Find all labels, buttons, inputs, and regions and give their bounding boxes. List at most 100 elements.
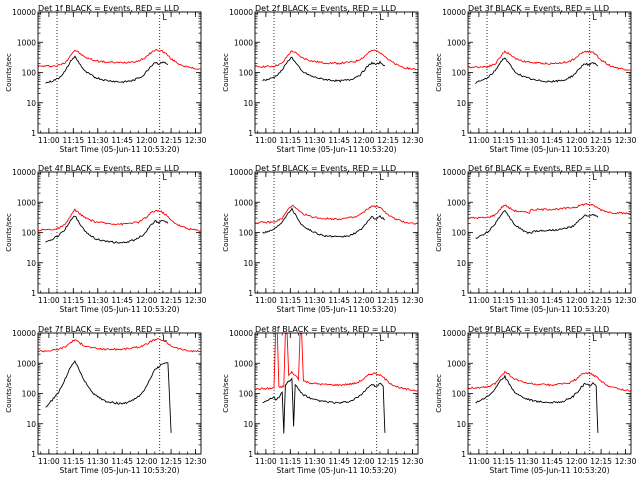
series-line-lld [468,370,631,392]
y-tick-label: 1000 [17,198,36,207]
y-tick-label: 100 [239,229,254,238]
y-tick-label: 1000 [234,38,253,47]
x-axis-label: Start Time (05-Jun-11 10:53:20) [490,466,610,475]
x-tick-label: 12:00 [353,296,375,305]
series-line-events [45,215,169,244]
panel-title: Det 7f BLACK = Events, RED = LLD [38,325,179,334]
x-tick-label: 11:45 [111,296,133,305]
series-line-lld [38,208,201,232]
y-tick-label: 100 [452,229,467,238]
y-tick-label: 10 [243,99,253,108]
x-tick-label: 11:15 [493,136,515,145]
y-tick-label: 10 [243,420,253,429]
x-tick-label: 11:45 [328,136,350,145]
x-axis-label: Start Time (05-Jun-11 10:53:20) [490,305,610,314]
x-tick-label: 11:45 [541,457,563,466]
panel-4: Det 4f BLACK = Events, RED = LLD 1 10 100 10… [5,164,207,314]
x-tick-label: 11:15 [493,457,515,466]
x-tick-label: 11:15 [493,296,515,305]
x-tick-label: 11:00 [255,296,277,305]
x-tick-label: 11:00 [468,457,490,466]
panel-title: Det 8f BLACK = Events, RED = LLD [255,325,396,334]
x-axis-label: Start Time (05-Jun-11 10:53:20) [60,145,180,154]
series-line-lld [468,202,631,220]
y-tick-label: 1 [31,450,36,459]
y-tick-label: 10000 [442,329,466,338]
series-line-events [475,57,599,85]
panel-5: Det 5f BLACK = Events, RED = LLD 1 10 100 10… [222,164,424,314]
series-line-events [475,209,599,239]
x-tick-label: 11:15 [280,457,302,466]
y-tick-label: 1 [248,450,253,459]
y-tick-label: 1000 [17,38,36,47]
series-line-events [475,374,599,433]
x-tick-label: 12:15 [377,457,399,466]
y-tick-label: 1 [461,129,466,138]
marker-label: L [162,13,167,22]
marker-label: L [379,173,384,182]
marker-label: L [592,173,597,182]
y-axis-label: Counts/sec [435,213,443,252]
x-tick-label: 12:30 [185,296,207,305]
plot-frame [37,171,202,294]
x-tick-label: 11:15 [63,457,85,466]
series-line-lld [255,333,418,392]
x-tick-label: 12:00 [136,136,158,145]
plot-frame [467,332,632,455]
y-tick-label: 100 [22,229,37,238]
series-line-events [262,207,386,238]
y-axis-label: Counts/sec [5,213,13,252]
y-tick-label: 100 [239,69,254,78]
plot-frame [254,11,419,134]
x-tick-label: 12:00 [566,296,588,305]
x-tick-label: 11:15 [63,296,85,305]
panel-title: Det 4f BLACK = Events, RED = LLD [38,164,179,173]
x-tick-label: 12:15 [590,457,612,466]
x-axis-label: Start Time (05-Jun-11 10:53:20) [490,145,610,154]
y-tick-label: 10000 [12,168,36,177]
y-tick-label: 1 [461,450,466,459]
marker-label: L [162,334,167,343]
x-tick-label: 12:00 [136,296,158,305]
marker-label: L [379,13,384,22]
series-line-lld [38,48,201,70]
y-tick-label: 10 [26,420,36,429]
y-tick-label: 1000 [447,198,466,207]
x-tick-label: 11:00 [38,457,60,466]
y-axis-label: Counts/sec [5,374,13,413]
y-tick-label: 1000 [234,359,253,368]
y-tick-label: 10000 [442,168,466,177]
y-tick-label: 10000 [229,8,253,17]
y-axis-label: Counts/sec [222,213,230,252]
x-tick-label: 11:30 [87,457,109,466]
y-tick-label: 1 [248,129,253,138]
panel-1: Det 1f BLACK = Events, RED = LLD 1 10 100 10… [5,4,207,154]
x-axis-label: Start Time (05-Jun-11 10:53:20) [60,466,180,475]
x-tick-label: 11:45 [111,457,133,466]
x-tick-label: 11:15 [280,296,302,305]
y-tick-label: 10 [243,259,253,268]
x-tick-label: 11:00 [38,296,60,305]
plot-frame [254,171,419,294]
x-tick-label: 12:00 [566,136,588,145]
x-tick-label: 11:30 [517,296,539,305]
panel-title: Det 1f BLACK = Events, RED = LLD [38,4,179,13]
y-tick-label: 100 [22,69,37,78]
y-tick-label: 1 [31,289,36,298]
y-axis-label: Counts/sec [5,53,13,92]
y-tick-label: 1 [461,289,466,298]
x-tick-label: 12:15 [590,296,612,305]
x-tick-label: 11:15 [280,136,302,145]
series-line-events [45,360,172,433]
plot-frame [254,332,419,455]
x-tick-label: 12:30 [185,457,207,466]
x-tick-label: 12:30 [402,136,424,145]
y-tick-label: 10 [456,99,466,108]
marker-label: L [592,13,597,22]
y-tick-label: 100 [22,390,37,399]
x-tick-label: 11:45 [541,296,563,305]
x-tick-label: 11:00 [255,457,277,466]
y-axis-label: Counts/sec [222,53,230,92]
y-axis-label: Counts/sec [435,374,443,413]
plot-frame [467,11,632,134]
